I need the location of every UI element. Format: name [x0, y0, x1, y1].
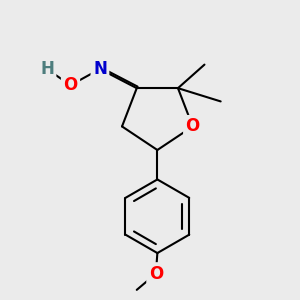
Text: O: O — [149, 265, 163, 283]
Text: H: H — [40, 60, 54, 78]
Text: O: O — [63, 76, 78, 94]
Text: O: O — [186, 117, 200, 135]
Text: N: N — [93, 60, 107, 78]
